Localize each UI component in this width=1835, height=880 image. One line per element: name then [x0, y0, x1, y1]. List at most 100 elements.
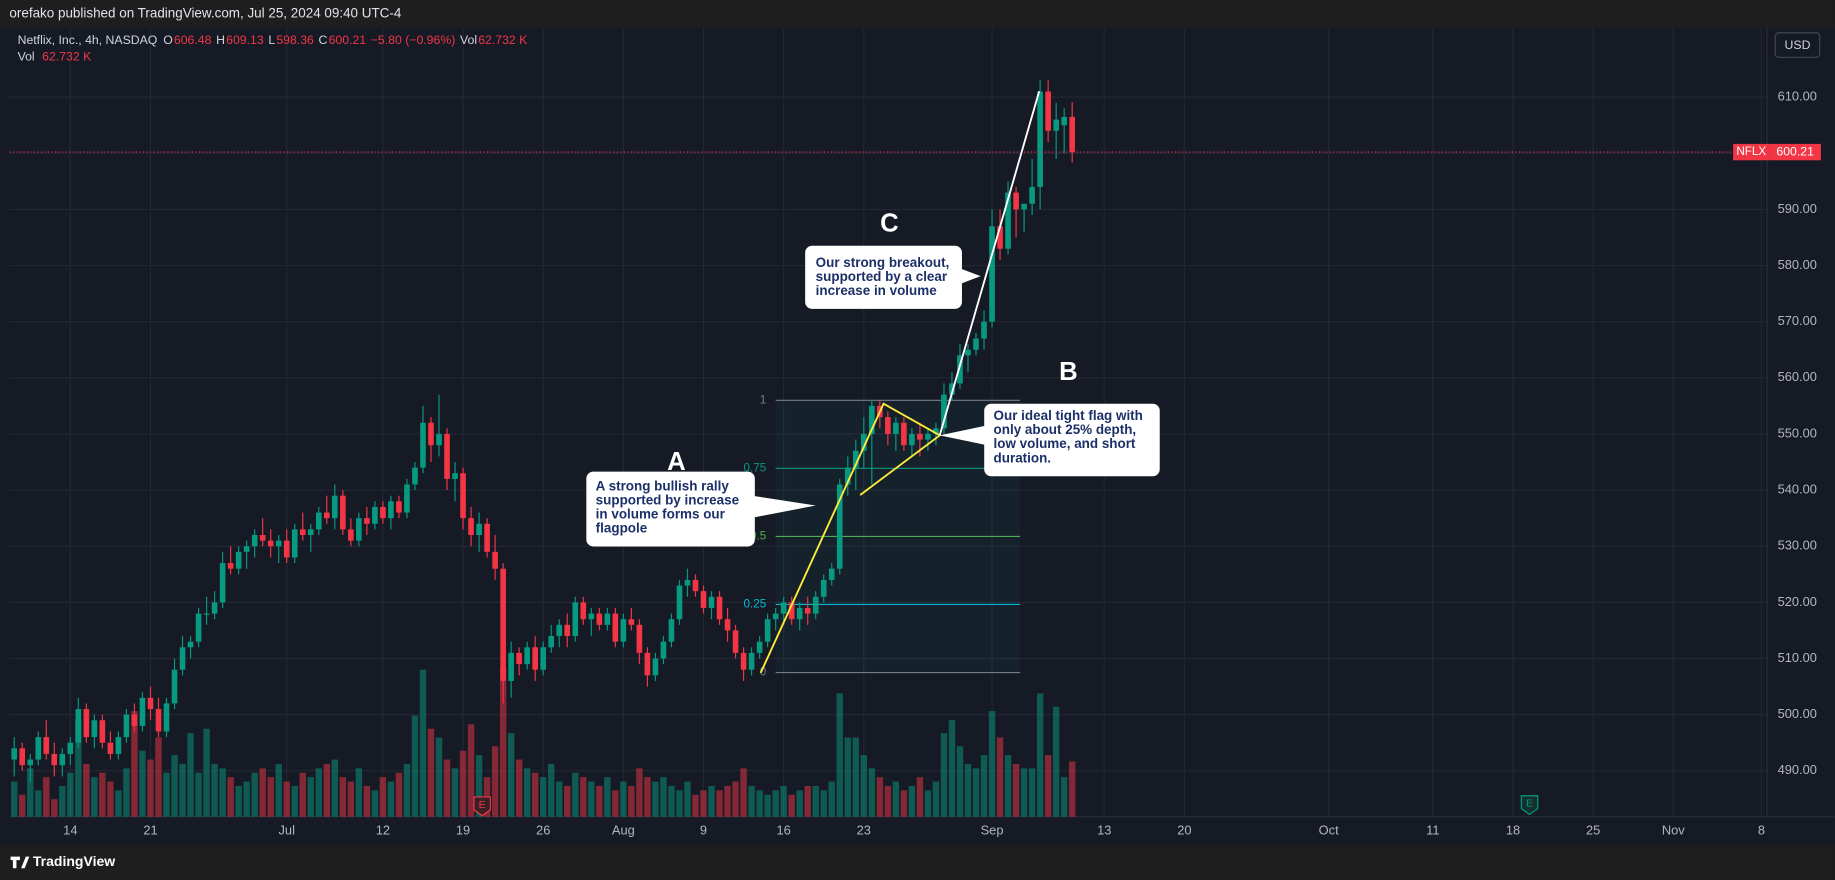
volume-bar [283, 781, 290, 817]
volume-bar [139, 750, 146, 817]
volume-bar [131, 711, 138, 817]
volume-bar [211, 763, 218, 817]
candle-body [500, 568, 506, 681]
earnings-marker[interactable]: E [1520, 795, 1539, 816]
volume-bar [67, 772, 74, 817]
label-b: B [1059, 358, 1078, 386]
candle-body [620, 619, 627, 642]
volume-bar [756, 790, 763, 817]
candle-body [171, 669, 178, 704]
candle-body [1061, 116, 1067, 126]
volume-bar [1004, 755, 1012, 817]
earnings-marker[interactable]: E [473, 796, 491, 817]
volume-bar [171, 755, 178, 817]
candle-body [796, 607, 803, 620]
candle-body [420, 422, 426, 468]
candle-body [332, 495, 338, 519]
volume-bar [1060, 777, 1068, 817]
volume-bar [900, 790, 908, 817]
volume-bar [195, 772, 202, 817]
volume-bar [948, 719, 956, 817]
volume-bar [123, 768, 130, 817]
candle-body [1005, 192, 1011, 249]
candle-body [348, 529, 354, 541]
candle-body [340, 495, 346, 530]
volume-bar [531, 772, 539, 817]
volume-bar [644, 777, 651, 817]
candle-body [516, 652, 522, 665]
candle-body [412, 467, 418, 485]
header-bar [0, 0, 1835, 29]
volume-bar [27, 768, 34, 817]
candle-body [700, 591, 707, 608]
breakout-line [938, 91, 1041, 436]
candle-body [147, 697, 154, 710]
volume-bar [107, 781, 114, 817]
earnings-icon[interactable] [473, 796, 491, 817]
volume-bar [620, 781, 627, 817]
candle-body [1069, 116, 1075, 153]
volume-bar [451, 768, 459, 817]
volume-bar [860, 755, 868, 817]
candle-body [508, 652, 514, 681]
volume-bar [331, 759, 339, 817]
volume-bar [155, 737, 162, 817]
candle-body [452, 473, 458, 479]
candle-body [396, 501, 402, 513]
candle-body [764, 619, 771, 642]
x-tick-label: Aug [612, 822, 635, 837]
label-c: C [880, 209, 899, 237]
volume [11, 667, 1076, 817]
volume-bar [852, 737, 859, 817]
candle-body [139, 697, 146, 726]
x-tick-label: 20 [1177, 822, 1191, 837]
candle-body [949, 383, 955, 395]
legend: Netflix, Inc., 4h, NASDAQ Vol 62.732 K O… [18, 33, 529, 63]
volume-bar [355, 768, 363, 817]
currency-label: USD [1785, 38, 1811, 52]
candle-body [989, 226, 995, 322]
candle-body [828, 568, 835, 580]
candle-body [67, 742, 74, 754]
volume-bar [387, 781, 395, 817]
candle-body [51, 753, 58, 766]
volume-bar [467, 724, 475, 817]
legend-key: L [268, 33, 275, 47]
candle-body [524, 647, 530, 665]
candle-body [901, 422, 907, 446]
candle-body [636, 624, 643, 653]
volume-bar [604, 777, 611, 817]
volume-bar [596, 785, 603, 817]
candle-body [291, 529, 298, 558]
candle-body [484, 523, 490, 552]
volume-bar [339, 777, 347, 817]
currency-button[interactable] [1774, 32, 1821, 58]
volume-bar [868, 768, 876, 817]
volume-bar [748, 785, 755, 817]
candle-body [740, 652, 747, 670]
candle-body [756, 641, 763, 653]
legend-key: C [319, 33, 328, 47]
volume-bar [684, 781, 691, 817]
volume-bar [572, 772, 579, 817]
volume-bar [628, 785, 635, 817]
volume-bar [267, 777, 274, 817]
candle-body [788, 602, 795, 620]
volume-bar [11, 781, 18, 817]
fib-label: 0 [760, 666, 767, 679]
volume-bar [716, 790, 723, 817]
candle-body [1053, 119, 1059, 131]
earnings-icon[interactable] [1520, 795, 1539, 816]
volume-bar [660, 777, 667, 817]
volume-bar [556, 781, 563, 817]
candle-body [131, 714, 138, 726]
candle-body [364, 518, 370, 524]
candles [11, 80, 1075, 783]
volume-bar [940, 733, 948, 817]
y-tick-label: 490.00 [1778, 762, 1817, 777]
candle-body [259, 535, 266, 541]
candle-body [532, 647, 538, 670]
candle-body [772, 613, 779, 620]
